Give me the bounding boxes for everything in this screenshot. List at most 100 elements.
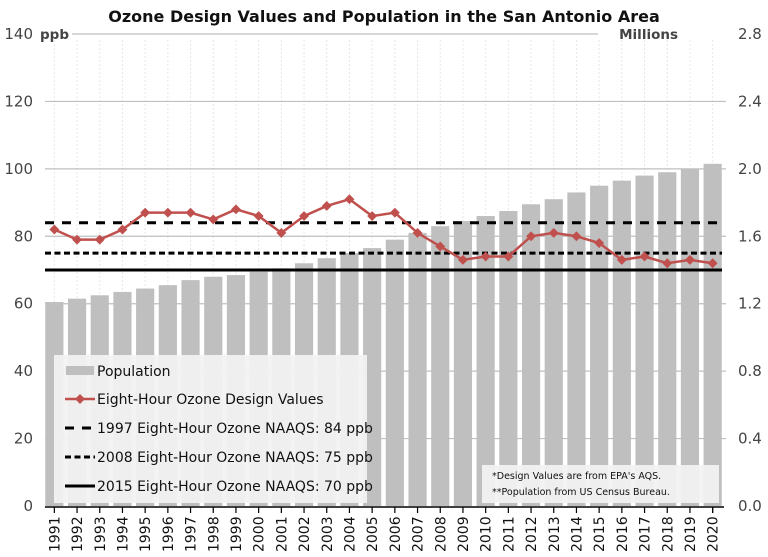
y-axis-right-unit: Millions [619, 27, 678, 43]
ozone-data-point [639, 251, 650, 262]
ozone-data-point [140, 207, 151, 218]
ozone-data-point [344, 194, 355, 205]
x-tick-label: 2015 [592, 516, 608, 552]
x-tick-label: 2013 [547, 516, 563, 552]
x-tick-label: 2002 [297, 516, 313, 552]
ozone-data-point [367, 211, 378, 222]
y-left-tick-label: 80 [14, 227, 33, 245]
y-right-tick-label: 0.4 [738, 430, 762, 448]
source-note-box [482, 465, 719, 503]
y-right-tick-label: 2.0 [738, 160, 762, 178]
population-bar [385, 239, 404, 506]
y-axis-left: 0 20 40 60 80 100 120 140 [4, 25, 33, 515]
y-left-tick-label: 140 [4, 25, 33, 43]
x-tick-label: 2018 [660, 516, 676, 552]
y-right-tick-label: 1.6 [738, 227, 762, 245]
x-axis: 1991 1992 1993 1994 1995 1996 1997 1998 1999 2000… [45, 506, 724, 552]
population-bar [363, 248, 382, 507]
x-tick-label: 2009 [456, 516, 472, 552]
x-tick-label: 2010 [479, 516, 495, 552]
ozone-data-point [707, 258, 718, 269]
x-tick-label: 1996 [161, 516, 177, 552]
ozone-data-point [480, 251, 491, 262]
y-left-tick-label: 60 [14, 295, 33, 313]
population-bar [544, 199, 563, 506]
x-tick-label: 1999 [229, 516, 245, 552]
population-bar [612, 180, 631, 506]
x-tick-label: 2005 [365, 516, 381, 552]
x-tick-label: 2012 [524, 516, 540, 552]
legend: Population Eight-Hour Ozone Design Value… [54, 355, 373, 503]
population-bar [590, 185, 609, 506]
ozone-data-point [185, 207, 196, 218]
ozone-data-point [94, 234, 105, 245]
ozone-data-point [435, 241, 446, 252]
y-right-tick-label: 0.8 [738, 362, 762, 380]
legend-label-population: Population [97, 364, 171, 380]
population-bar [476, 216, 495, 507]
reference-lines [45, 221, 722, 272]
ozone-data-point [276, 227, 287, 238]
x-tick-label: 2011 [501, 516, 517, 552]
ozone-line [49, 194, 718, 269]
ozone-data-point [662, 258, 673, 269]
x-tick-label: 2007 [411, 516, 427, 552]
population-bar [703, 163, 722, 507]
population-bar [521, 204, 541, 506]
population-bar [408, 232, 427, 506]
source-note-line-1: *Design Values are from EPA's AQS. [492, 471, 661, 482]
y-left-tick-label: 100 [4, 160, 33, 178]
legend-label-naaqs-2015: 2015 Eight-Hour Ozone NAAQS: 70 ppb [97, 479, 373, 495]
y-right-tick-label: 2.4 [738, 92, 762, 110]
legend-label-ozone: Eight-Hour Ozone Design Values [97, 392, 324, 408]
ozone-data-point [503, 251, 514, 262]
ozone-data-point [685, 254, 695, 265]
ozone-data-point [49, 224, 60, 235]
legend-box [54, 355, 367, 503]
y-left-tick-label: 40 [14, 362, 33, 380]
x-tick-label: 1992 [70, 516, 86, 552]
population-bar [431, 226, 450, 506]
ozone-data-point [299, 211, 309, 222]
x-tick-label: 1997 [184, 516, 200, 552]
ozone-data-point [208, 214, 219, 225]
x-tick-label: 2014 [569, 516, 585, 552]
x-tick-label: 2008 [433, 516, 449, 552]
x-tick-label: 2000 [252, 516, 268, 552]
ozone-data-point [412, 227, 423, 238]
ozone-data-point [616, 254, 627, 265]
x-tick-label: 2016 [615, 516, 631, 552]
ozone-data-point [548, 227, 559, 238]
x-tick-label: 1994 [115, 516, 131, 552]
ozone-data-point [253, 211, 264, 222]
x-tick-label: 1995 [138, 516, 154, 552]
population-bar [499, 211, 518, 506]
source-note-line-2: **Population from US Census Bureau. [492, 487, 670, 498]
y-right-tick-label: 2.8 [738, 25, 762, 43]
x-tick-label: 2017 [638, 516, 654, 552]
x-tick-label: 2004 [342, 516, 358, 552]
x-tick-label: 2019 [683, 516, 699, 552]
ozone-data-point [458, 254, 468, 265]
ozone-data-point [571, 231, 582, 242]
population-bar [453, 221, 473, 506]
ozone-data-point [231, 204, 241, 215]
x-tick-label: 1993 [93, 516, 109, 552]
ozone-data-point [162, 207, 173, 218]
population-bar [658, 172, 677, 506]
y-right-tick-label: 0.0 [738, 497, 762, 515]
y-left-tick-label: 120 [4, 92, 33, 110]
y-axis-left-unit: ppb [40, 27, 69, 43]
x-tick-label: 1998 [206, 516, 222, 552]
legend-swatch-population [66, 366, 94, 375]
x-tick-label: 1991 [47, 516, 63, 552]
legend-label-naaqs-2008: 2008 Eight-Hour Ozone NAAQS: 75 ppb [97, 450, 373, 466]
x-tick-label: 2020 [706, 516, 722, 552]
population-bar [635, 175, 654, 506]
population-bar [680, 168, 700, 506]
ozone-data-point [389, 207, 400, 218]
ozone-data-point [594, 238, 605, 248]
y-left-tick-label: 20 [14, 430, 33, 448]
y-axis-right: 0.0 0.4 0.8 1.2 1.6 2.0 2.4 2.8 [738, 25, 762, 515]
